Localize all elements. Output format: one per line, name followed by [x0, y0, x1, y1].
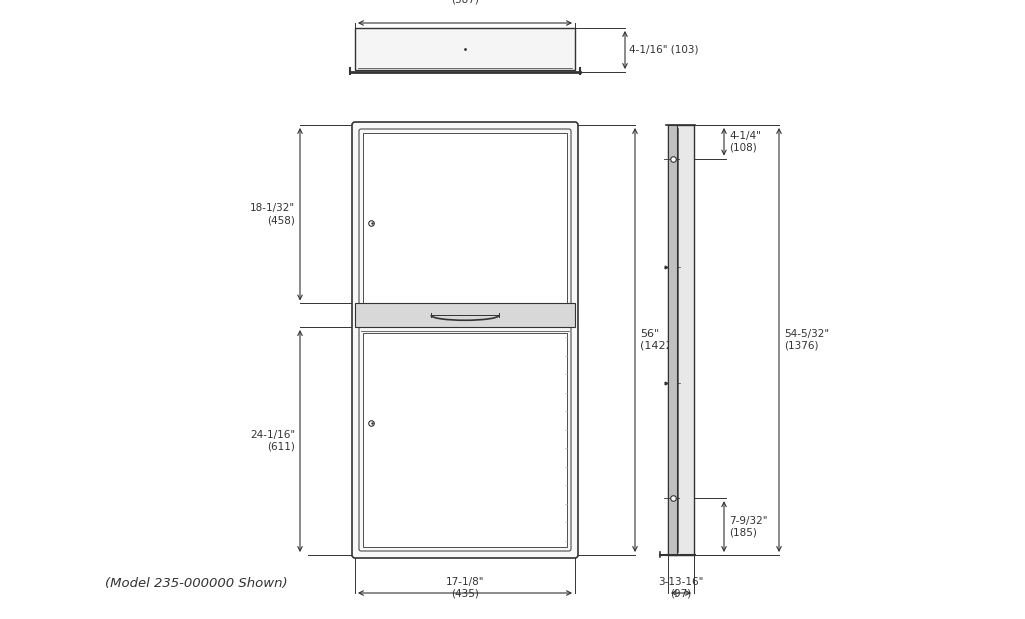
- Bar: [355, 28, 575, 70]
- Text: 18-1/32"
(458): 18-1/32" (458): [250, 204, 295, 225]
- Bar: [668, 125, 678, 555]
- Text: 4-1/4"
(108): 4-1/4" (108): [729, 131, 761, 152]
- Text: 7-9/32"
(185): 7-9/32" (185): [729, 516, 768, 537]
- Bar: [363, 133, 567, 303]
- Text: 17-1/8"
(435): 17-1/8" (435): [446, 578, 484, 599]
- Text: (Model 235-000000 Shown): (Model 235-000000 Shown): [105, 578, 288, 591]
- Text: 3-13-16"
(97): 3-13-16" (97): [658, 578, 704, 599]
- Text: 15-1/4"
(387): 15-1/4" (387): [446, 0, 484, 5]
- Text: 24-1/16"
(611): 24-1/16" (611): [250, 430, 295, 452]
- Bar: [363, 333, 567, 547]
- Text: 56"
(1422): 56" (1422): [640, 329, 678, 351]
- Bar: [355, 303, 575, 327]
- Text: 4-1/16" (103): 4-1/16" (103): [629, 45, 698, 55]
- Text: 54-5/32"
(1376): 54-5/32" (1376): [784, 329, 829, 351]
- FancyBboxPatch shape: [352, 122, 578, 558]
- Bar: [668, 125, 694, 555]
